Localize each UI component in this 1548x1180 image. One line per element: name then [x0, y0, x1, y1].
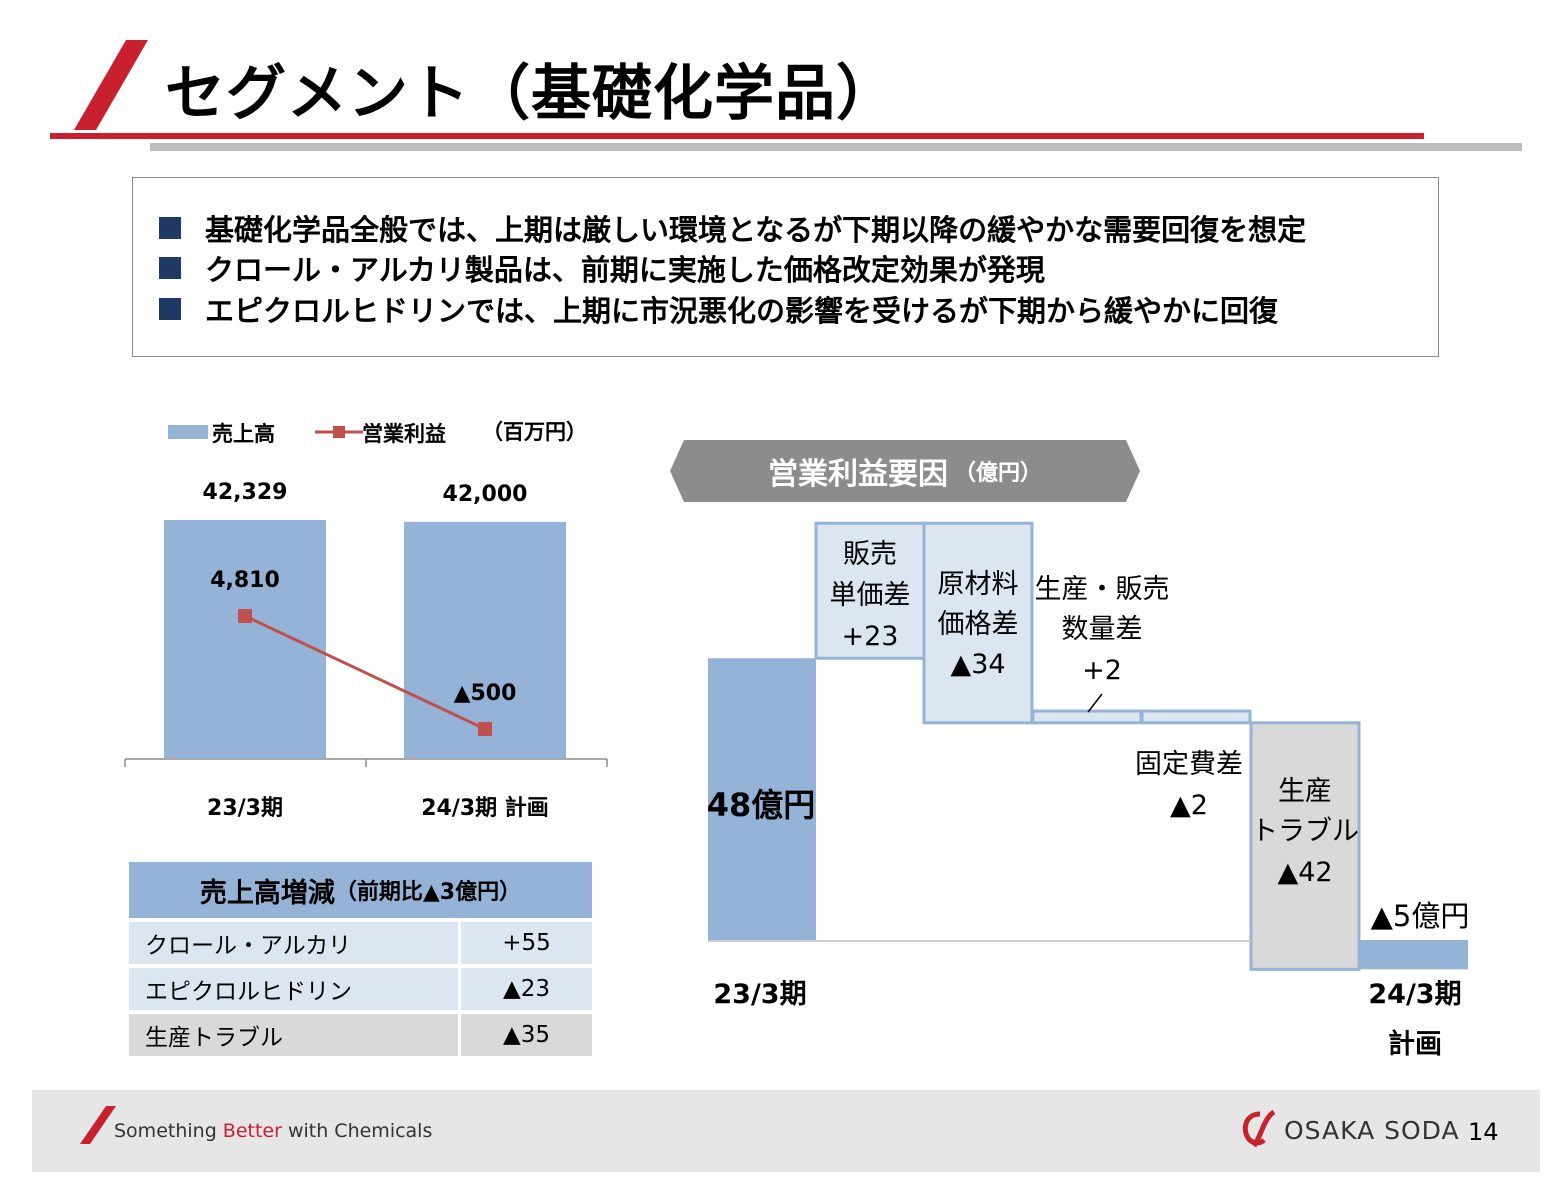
- sales-bar: [404, 521, 566, 758]
- waterfall-chart: [708, 521, 1468, 971]
- title-underline-gray: [150, 143, 1522, 151]
- row-value: +55: [461, 922, 592, 964]
- footer-brand: OSAKA SODA: [1284, 1116, 1460, 1145]
- table-row: 生産トラブル ▲35: [129, 1014, 592, 1056]
- tagline-slash-icon: [80, 1106, 116, 1144]
- summary-box: 基礎化学品全般では、上期は厳しい環境となるが下期以降の緩やかな需要回復を想定 ク…: [132, 177, 1439, 357]
- table-row: クロール・アルカリ +55: [129, 922, 592, 964]
- step-label-line: 原材料: [937, 569, 1019, 600]
- sales-value-label: 42,000: [442, 482, 528, 507]
- waterfall-x-label-end-plan: 計画: [1388, 1029, 1442, 1060]
- table-header: 売上高増減 （前期比▲3億円）: [129, 862, 592, 918]
- x-tick-label: 24/3期 計画: [421, 796, 549, 821]
- step-label-line: ▲42: [1277, 857, 1333, 888]
- summary-bullet: クロール・アルカリ製品は、前期に実施した価格改定効果が発現: [159, 248, 1045, 288]
- summary-bullet-text: エピクロルヒドリンでは、上期に市況悪化の影響を受けるが下期から緩やかに回復: [205, 294, 1279, 328]
- table-title: 売上高増減: [199, 877, 335, 909]
- leader-line: [1087, 693, 1103, 713]
- bullet-square-icon: [159, 298, 181, 320]
- step-label-line: 価格差: [937, 609, 1019, 640]
- income-point: [238, 609, 252, 623]
- bullet-square-icon: [159, 217, 181, 239]
- legend-label-sales: 売上高: [212, 422, 275, 446]
- row-value: ▲35: [461, 1014, 592, 1056]
- title-underline-red: [50, 133, 1424, 139]
- waterfall-end-label: ▲5億円: [1370, 899, 1470, 933]
- footer: Something Better with Chemicals OSAKA SO…: [32, 1090, 1540, 1172]
- banner-shape: [670, 440, 1140, 502]
- page-title: セグメント（基礎化学品）: [165, 59, 897, 129]
- step-label-line: ▲2: [1170, 790, 1208, 821]
- unit-label: （百万円）: [482, 420, 587, 444]
- bullet-square-icon: [159, 257, 181, 279]
- step-label-line: 生産: [1278, 776, 1332, 807]
- legend-swatch-income: [315, 426, 363, 438]
- step-label-line: +2: [1082, 655, 1122, 686]
- page-number: 14: [1468, 1118, 1499, 1146]
- income-line: [244, 614, 486, 731]
- waterfall-start-bar: [708, 658, 816, 940]
- income-point: [478, 722, 492, 736]
- income-value-label: 4,810: [210, 568, 280, 593]
- chart-plot: [124, 520, 608, 767]
- waterfall-end-bar: [1360, 940, 1468, 970]
- summary-bullet-text: 基礎化学品全般では、上期は厳しい環境となるが下期以降の緩やかな需要回復を想定: [205, 213, 1307, 247]
- row-name: 生産トラブル: [129, 1014, 458, 1056]
- waterfall-title-unit: （億円）: [953, 461, 1042, 486]
- step-label-line: ▲34: [950, 649, 1006, 680]
- legend-swatch-sales: [168, 425, 208, 439]
- waterfall-x-label-end: 24/3期: [1368, 979, 1462, 1010]
- summary-bullet: エピクロルヒドリンでは、上期に市況悪化の影響を受けるが下期から緩やかに回復: [159, 289, 1278, 329]
- osaka-soda-logo-icon: [1242, 1109, 1276, 1148]
- waterfall-x-label-start: 23/3期: [713, 979, 807, 1010]
- waterfall-step: [1249, 721, 1361, 971]
- summary-bullet: 基礎化学品全般では、上期は厳しい環境となるが下期以降の緩やかな需要回復を想定: [159, 208, 1306, 248]
- step-label-line: 販売: [843, 539, 897, 570]
- step-label-line: +23: [841, 621, 899, 652]
- waterfall-title-banner: 営業利益要因 （億円）: [670, 440, 1140, 502]
- step-label-line: 単価差: [829, 580, 911, 611]
- summary-bullet-text: クロール・アルカリ製品は、前期に実施した価格改定効果が発現: [205, 253, 1045, 287]
- income-value-label: ▲500: [453, 681, 517, 706]
- sales-bar: [164, 520, 326, 758]
- row-name: クロール・アルカリ: [129, 922, 458, 964]
- row-name: エピクロルヒドリン: [129, 968, 458, 1010]
- step-label-line: トラブル: [1251, 816, 1359, 847]
- row-value: ▲23: [461, 968, 592, 1010]
- legend-label-income: 営業利益: [362, 422, 446, 446]
- footer-tagline: Something Better with Chemicals: [114, 1120, 433, 1142]
- table-title-note: （前期比▲3億円）: [334, 880, 522, 905]
- step-label-line: 生産・販売: [1034, 574, 1170, 605]
- waterfall-start-label: 48億円: [706, 786, 816, 824]
- waterfall-step: [1140, 709, 1252, 725]
- x-tick-label: 23/3期: [207, 796, 283, 821]
- sales-income-chart: 売上高 営業利益 （百万円） 42,329 42,000 4,810 ▲500 …: [110, 410, 630, 830]
- step-label-line: 数量差: [1061, 614, 1143, 645]
- waterfall-title: 営業利益要因: [767, 457, 948, 492]
- waterfall-step: [922, 521, 1034, 725]
- title-accent-slash: [74, 40, 148, 130]
- step-label-line: 固定費差: [1135, 749, 1243, 780]
- sales-value-label: 42,329: [202, 480, 288, 505]
- table-row: エピクロルヒドリン ▲23: [129, 968, 592, 1010]
